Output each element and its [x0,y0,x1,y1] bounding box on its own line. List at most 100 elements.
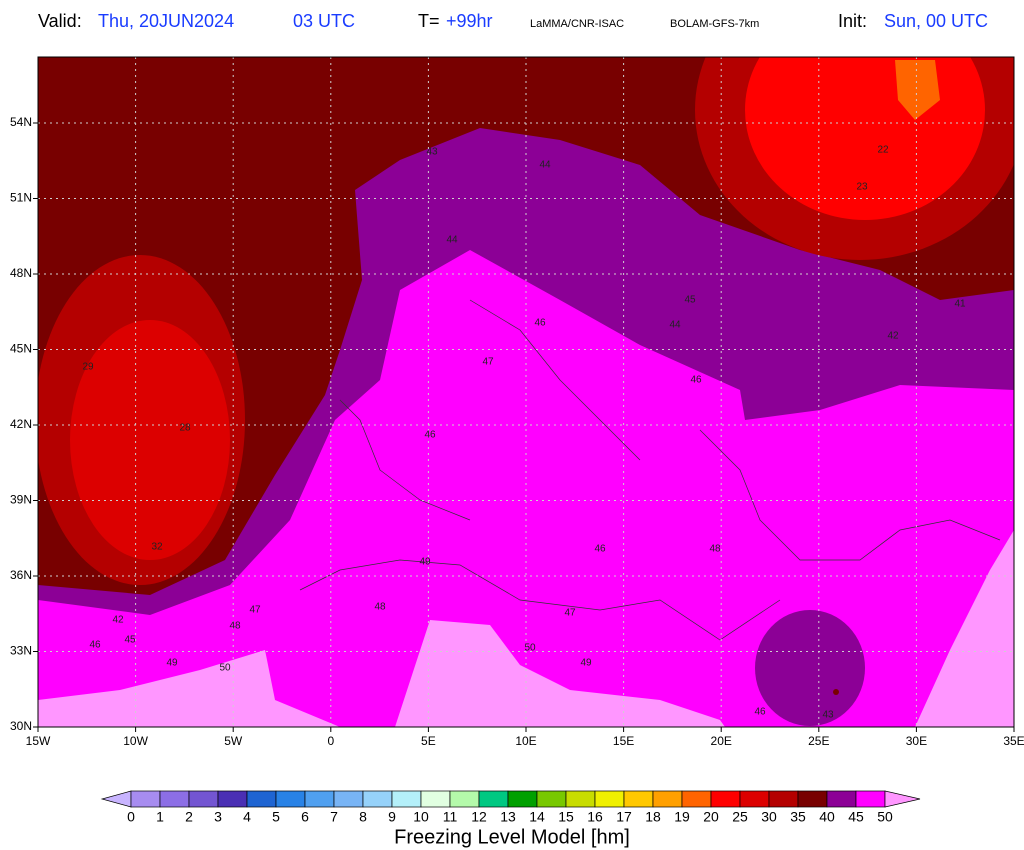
contour-label: 46 [754,707,766,718]
lead-value: +99hr [446,11,493,31]
colorbar-swatch [246,790,277,808]
contour-label: 43 [822,710,834,721]
field-pink-west [38,650,340,727]
contour-label: 28 [179,423,191,434]
contour-label: 45 [684,295,696,306]
lat-label: 54N [10,115,32,129]
contour-label: 46 [89,640,101,651]
contour-label: 32 [151,542,163,553]
colorbar-swatch [478,790,509,808]
contour-label: 46 [424,430,436,441]
colorbar-label: 17 [616,809,632,825]
colorbar-swatch [768,790,799,808]
contour-label: 23 [856,182,868,193]
colorbar-label: 5 [272,809,280,825]
contour-label: 42 [112,615,124,626]
colorbar-swatch [420,790,451,808]
colorbar-label: 12 [471,809,487,825]
valid-date: Thu, 20JUN2024 [98,11,234,31]
contour-label: 49 [419,557,431,568]
colorbar-over [884,790,921,808]
field-red-west-core [70,320,230,560]
low-center [833,689,839,695]
colorbar-swatch [623,790,654,808]
header: Valid: Thu, 20JUN2024 03 UTC T= +99hr La… [38,11,988,31]
contour-label: 44 [539,160,551,171]
lon-label: 35E [1003,734,1024,748]
colorbar-swatch [855,790,886,808]
valid-time: 03 UTC [293,11,355,31]
contour-label: 29 [82,362,94,373]
colorbar-swatch [391,790,422,808]
colorbar-label: 14 [529,809,545,825]
lon-label: 30E [906,734,927,748]
lon-label: 10E [515,734,536,748]
colorbar-swatch [797,790,828,808]
init-label: Init: [838,11,867,31]
colorbar-label: 1 [156,809,164,825]
colorbar-swatch [507,790,538,808]
contour-label: 44 [446,235,458,246]
colorbar-label: 18 [645,809,661,825]
colorbar-swatch [565,790,596,808]
axes: 15W 10W 5W 0 5E 10E 15E 20E 25E 30E 35E 30N 33N 36N 39… [10,115,1024,748]
lon-label: 25E [808,734,829,748]
lat-label: 39N [10,493,32,507]
contour-label: 44 [669,320,681,331]
colorbar-label: 35 [790,809,806,825]
field-pink-east [915,530,1014,727]
lat-label: 48N [10,266,32,280]
colorbar-swatch [188,790,219,808]
contour-label: 22 [877,145,889,156]
lon-label: 15W [26,734,51,748]
colorbar-swatch [739,790,770,808]
colorbar-label: 7 [330,809,338,825]
contour-label: 46 [594,544,606,555]
lat-label: 36N [10,568,32,582]
lat-label: 42N [10,417,32,431]
map: 42 46 45 49 50 47 48 48 49 46 47 46 45 44 46 41 42 22 23 46… [38,57,1014,727]
field-pink-africa [395,620,725,727]
colorbar-label: 25 [732,809,748,825]
contour-label: 49 [580,658,592,669]
colorbar-label: 13 [500,809,516,825]
contour-label: 48 [229,621,241,632]
colorbar-swatch [159,790,190,808]
contour-label: 42 [887,331,899,342]
colorbar-swatch [536,790,567,808]
colorbar-swatch [333,790,364,808]
contour-label: 50 [524,643,536,654]
colorbar-label: 40 [819,809,835,825]
field-purple-low [755,610,865,726]
colorbar-swatch [594,790,625,808]
lon-label: 10W [123,734,148,748]
lon-label: 5E [421,734,436,748]
colorbar-label: 6 [301,809,309,825]
contour-label: 49 [166,658,178,669]
contour-label: 43 [426,147,438,158]
colorbar-under [100,790,132,808]
colorbar-swatch [304,790,335,808]
colorbar: Freezing Level Model [hm] 0 1 2 3 4 5 6 7 8 9 10 11… [100,790,921,848]
colorbar-label: 8 [359,809,367,825]
colorbar-swatch [652,790,683,808]
colorbar-label: 10 [413,809,429,825]
colorbar-label: 2 [185,809,193,825]
colorbar-swatch [275,790,306,808]
colorbar-swatch [362,790,393,808]
lon-label: 0 [327,734,334,748]
colorbar-swatch [130,790,161,808]
lat-label: 51N [10,191,32,205]
colorbar-swatch [826,790,857,808]
source: LaMMA/CNR-ISAC [530,18,624,30]
contour-label: 47 [482,357,494,368]
contour-label: 50 [219,663,231,674]
colorbar-label: 11 [443,809,458,825]
colorbar-swatch [217,790,248,808]
colorbar-label: 19 [674,809,690,825]
colorbar-label: 9 [388,809,396,825]
colorbar-label: 45 [848,809,864,825]
contour-label: 48 [374,602,386,613]
contour-label: 41 [954,299,966,310]
